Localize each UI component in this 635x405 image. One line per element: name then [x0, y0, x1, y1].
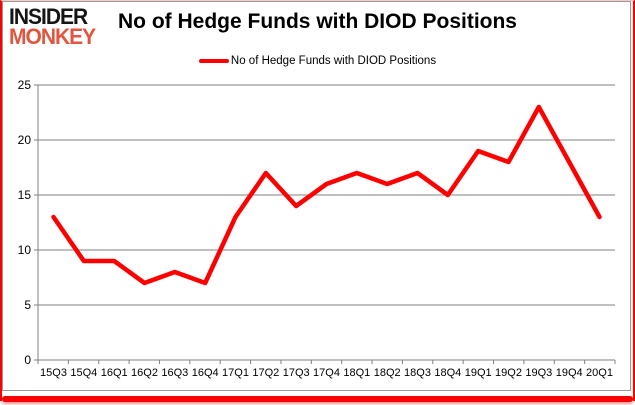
x-axis-label: 17Q3 — [283, 367, 310, 379]
x-axis-label: 17Q2 — [252, 367, 279, 379]
y-axis-label: 15 — [18, 188, 32, 202]
x-axis-label: 17Q1 — [222, 367, 249, 379]
logo-line-monkey: MONKEY — [9, 25, 96, 50]
y-axis-label: 0 — [24, 353, 31, 367]
red-highlight-bottom-bar — [2, 396, 633, 402]
x-axis-label: 18Q3 — [404, 367, 431, 379]
x-axis-label: 15Q4 — [70, 367, 97, 379]
insider-monkey-logo: INSIDER MONKEY — [9, 4, 96, 50]
x-axis-label: 19Q4 — [556, 367, 583, 379]
chart-border-box — [2, 1, 631, 391]
x-axis-label: 16Q3 — [161, 367, 188, 379]
legend-series-label: No of Hedge Funds with DIOD Positions — [230, 55, 437, 67]
chart-legend: No of Hedge Funds with DIOD Positions — [0, 55, 635, 67]
x-axis-label: 15Q3 — [40, 367, 67, 379]
y-axis-label: 5 — [24, 298, 31, 312]
logo-line-insider: INSIDER — [9, 4, 88, 30]
series-line — [51, 104, 602, 286]
legend-line-swatch-icon — [198, 59, 229, 63]
y-axis-label: 25 — [18, 78, 32, 92]
plot-area: 0 5 10 15 20 25 15Q3 15Q4 16Q1 16Q2 16Q3 16Q4 17Q1 17… — [0, 78, 631, 390]
x-axis-label: 17Q4 — [313, 367, 340, 379]
y-axis-label: 10 — [18, 243, 32, 257]
x-axis-label: 19Q2 — [495, 367, 522, 379]
x-axis-label: 16Q2 — [131, 367, 158, 379]
x-axis-label: 16Q4 — [192, 367, 219, 379]
y-axis-label: 20 — [18, 133, 32, 147]
x-axis-label: 18Q1 — [343, 367, 370, 379]
x-axis-label: 19Q3 — [525, 367, 552, 379]
x-axis-label: 16Q1 — [101, 367, 128, 379]
x-axis-label: 18Q2 — [374, 367, 401, 379]
x-axis-label: 19Q1 — [465, 367, 492, 379]
x-axis-label: 18Q4 — [434, 367, 461, 379]
chart-title: No of Hedge Funds with DIOD Positions — [118, 10, 517, 33]
x-axis-label: 20Q1 — [586, 367, 613, 379]
